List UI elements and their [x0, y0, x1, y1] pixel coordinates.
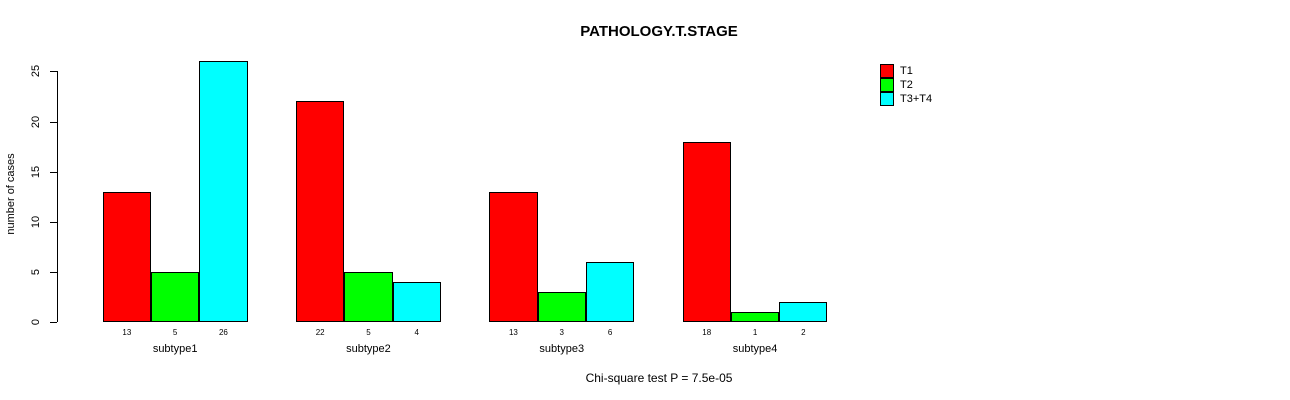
bar-t2-subtype1: [151, 272, 200, 323]
y-axis-line: [57, 71, 58, 323]
legend-swatch-icon: [880, 64, 894, 78]
bar-value-label: 22: [315, 328, 325, 337]
bar-value-label: 1: [752, 328, 758, 337]
legend-swatch-icon: [880, 92, 894, 106]
bar-value-label: 2: [801, 328, 806, 337]
y-tick-label: 20: [30, 115, 42, 128]
legend-row-t1: T1: [880, 64, 932, 78]
bar-t1-subtype3: [489, 191, 538, 323]
bar-value-label: 13: [508, 328, 518, 337]
y-tick: [50, 71, 57, 73]
legend-row-t3-t4: T3+T4: [880, 92, 932, 106]
category-label-subtype1: subtype1: [152, 343, 198, 355]
bar-value-label: 5: [172, 328, 178, 337]
bar-t3-t4-subtype1: [199, 61, 248, 323]
legend-label: T2: [900, 79, 913, 91]
bar-t1-subtype1: [102, 191, 151, 323]
bar-t1-subtype4: [682, 141, 731, 323]
bar-t2-subtype3: [537, 292, 586, 323]
legend-row-t2: T2: [880, 78, 932, 92]
bar-value-label: 18: [702, 328, 712, 337]
y-tick-label: 15: [30, 165, 42, 178]
category-label-subtype4: subtype4: [732, 343, 778, 355]
y-axis-label: number of cases: [5, 153, 17, 235]
y-tick: [50, 272, 57, 274]
y-tick-label: 10: [30, 215, 42, 229]
bar-value-label: 5: [366, 328, 371, 337]
bar-t2-subtype4: [730, 312, 780, 323]
bar-value-label: 6: [607, 328, 613, 337]
y-tick-label: 5: [30, 269, 42, 276]
y-tick: [50, 322, 57, 324]
legend-label: T3+T4: [900, 93, 933, 105]
y-tick: [50, 171, 57, 173]
chart-title: PATHOLOGY.T.STAGE: [580, 23, 738, 40]
bar-value-label: 3: [559, 328, 564, 337]
bar-t3-t4-subtype3: [585, 262, 635, 323]
legend: T1 T2 T3+T4: [880, 64, 932, 106]
bar-t3-t4-subtype4: [779, 302, 828, 323]
legend-swatch-icon: [880, 78, 894, 92]
y-tick: [50, 121, 57, 123]
bar-t3-t4-subtype2: [392, 282, 441, 323]
y-tick: [50, 221, 57, 223]
bar-t1-subtype2: [296, 101, 345, 323]
bar-value-label: 4: [414, 328, 419, 337]
bar-value-label: 26: [218, 328, 228, 337]
bar-value-label: 13: [122, 328, 132, 337]
legend-label: T1: [900, 65, 913, 77]
footnote-annotation: Chi-square test P = 7.5e-05: [585, 371, 733, 385]
y-tick-label: 0: [30, 319, 42, 326]
y-tick-label: 25: [30, 65, 42, 78]
bar-t2-subtype2: [344, 272, 393, 323]
category-label-subtype3: subtype3: [539, 343, 585, 355]
category-label-subtype2: subtype2: [346, 343, 391, 355]
